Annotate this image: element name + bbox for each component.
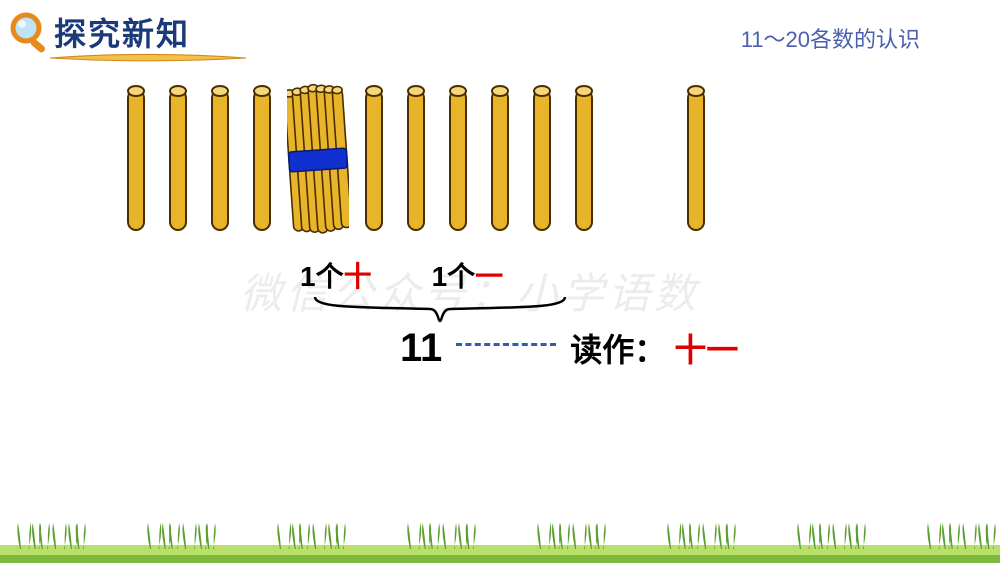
counting-stick [211, 85, 229, 240]
label-one: 1个一 [432, 255, 504, 295]
read-label: 读作： [570, 325, 666, 371]
curly-brace [310, 295, 570, 325]
grass-footer [0, 519, 1000, 563]
counting-stick [169, 85, 187, 240]
result-number: 11 [400, 326, 442, 371]
title-badge: 探究新知 [54, 9, 190, 55]
title-underline [48, 53, 248, 63]
counting-stick [533, 85, 551, 240]
label-one-unit: 一 [475, 261, 503, 292]
label-ten-prefix: 1个 [300, 261, 344, 292]
counting-stick [575, 85, 593, 240]
page-title: 探究新知 [54, 16, 190, 52]
counting-stick [687, 85, 705, 240]
subtitle: 11～20各数的认识 [741, 22, 920, 54]
counting-stick [365, 85, 383, 240]
result-row: 11 读作：十一 [400, 325, 738, 371]
counting-stick [253, 85, 271, 240]
header-area: 探究新知 [6, 8, 190, 56]
counting-stick [449, 85, 467, 240]
counting-stick [127, 85, 145, 240]
sticks-diagram [115, 80, 935, 240]
dash-connector [456, 343, 556, 346]
unit-labels: 1个十 1个一 [300, 255, 503, 295]
stick-bundle-ten [287, 81, 349, 244]
read-value: 十一 [674, 325, 738, 371]
counting-stick [491, 85, 509, 240]
label-one-prefix: 1个 [432, 261, 476, 292]
magnifier-icon [6, 8, 54, 56]
counting-stick [407, 85, 425, 240]
label-ten: 1个十 [300, 255, 372, 295]
label-ten-unit: 十 [344, 261, 372, 292]
